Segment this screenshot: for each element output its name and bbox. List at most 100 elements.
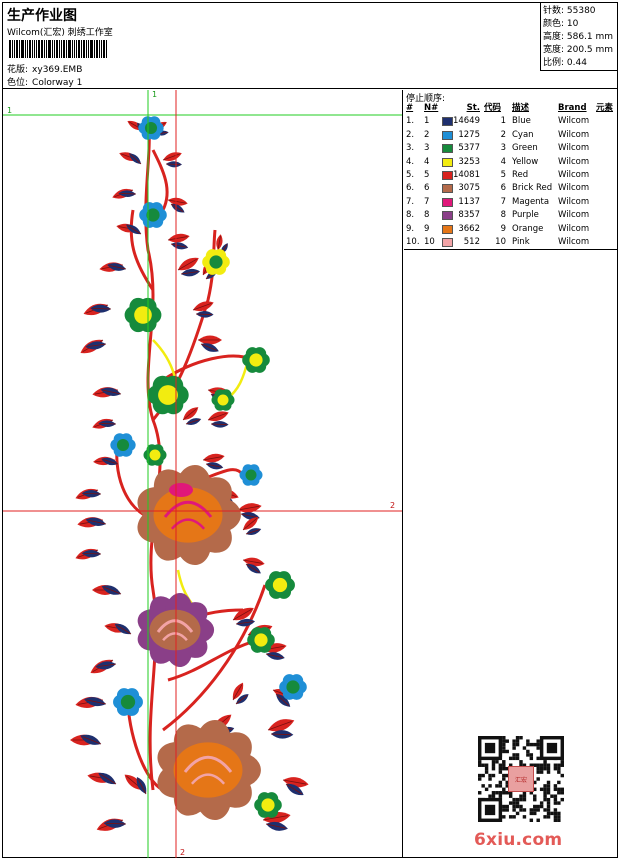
needle-number: 3 <box>424 143 430 154</box>
design-file-label: 花版: <box>7 65 29 75</box>
needle-number: 4 <box>424 156 430 167</box>
stop-sequence-heading: 停止顺序: <box>406 94 446 104</box>
needle-number: 7 <box>424 196 430 207</box>
color-description-cell: Blue <box>512 116 531 127</box>
color-swatch <box>442 211 453 221</box>
table-row: 7. 7 1137 7 Magenta Wilcom <box>406 196 616 209</box>
needle-number: 5 <box>424 169 430 180</box>
brand-cell: Wilcom <box>558 143 590 154</box>
design-stats: 针数: 55380 颜色: 10 高度: 586.1 mm 宽度: 200.5 … <box>540 3 617 71</box>
watermark-logo: 6xiu.com <box>474 830 563 850</box>
color-swatch <box>442 130 453 140</box>
row-index: 1. <box>406 116 415 127</box>
stitch-count-cell: 3662 <box>458 223 480 234</box>
color-description-cell: Cyan <box>512 129 534 140</box>
row-index: 6. <box>406 183 415 194</box>
qr-stamp-logo: 汇宏 <box>508 766 534 792</box>
table-row: 4. 4 3253 4 Yellow Wilcom <box>406 156 616 169</box>
col-header-code: 代码 <box>484 103 502 113</box>
embroidery-artwork <box>3 90 402 858</box>
color-table: # N# St. 代码 描述 Brand 元素 1. 1 14649 1 Blue Wil… <box>406 102 616 249</box>
color-swatch <box>442 144 453 154</box>
stitch-count-cell: 1275 <box>458 129 480 140</box>
stitch-count-cell: 1137 <box>458 196 480 207</box>
color-description-cell: Yellow <box>512 156 539 167</box>
brand-cell: Wilcom <box>558 156 590 167</box>
brand-cell: Wilcom <box>558 116 590 127</box>
color-description-cell: Brick Red <box>512 183 553 194</box>
table-row: 3. 3 5377 3 Green Wilcom <box>406 142 616 155</box>
panel-divider <box>404 249 617 250</box>
header: 生产作业图 Wilcom(汇宏) 刺绣工作室 花版: xy369.EMB 色位: C… <box>3 3 617 89</box>
page-title: 生产作业图 <box>7 8 77 24</box>
color-swatch <box>442 197 453 207</box>
brand-cell: Wilcom <box>558 210 590 221</box>
color-code-cell: 6 <box>500 183 506 194</box>
table-row: 6. 6 3075 6 Brick Red Wilcom <box>406 182 616 195</box>
col-header-description: 描述 <box>512 103 530 113</box>
color-swatch <box>442 237 453 247</box>
color-description-cell: Green <box>512 143 538 154</box>
row-index: 4. <box>406 156 415 167</box>
stitch-count-cell: 14649 <box>452 116 480 127</box>
color-swatch <box>442 170 453 180</box>
col-header-stitches: St. <box>466 103 480 113</box>
color-description-cell: Orange <box>512 223 544 234</box>
color-code-cell: 7 <box>500 196 506 207</box>
stitch-count-cell: 512 <box>463 236 480 247</box>
needle-number: 1 <box>424 116 430 127</box>
color-count: 颜色: 10 <box>543 19 579 29</box>
row-index: 9. <box>406 223 415 234</box>
table-row: 5. 5 14081 5 Red Wilcom <box>406 169 616 182</box>
table-row: 1. 1 14649 1 Blue Wilcom <box>406 115 616 128</box>
row-index: 10. <box>406 236 420 247</box>
row-index: 5. <box>406 169 415 180</box>
design-scale: 比例: 0.44 <box>543 58 587 68</box>
color-code-cell: 9 <box>500 223 506 234</box>
colorway-row: 色位: Colorway 1 <box>7 75 82 88</box>
stitch-count-cell: 14081 <box>452 169 480 180</box>
row-index: 7. <box>406 196 415 207</box>
color-code-cell: 2 <box>500 129 506 140</box>
color-description-cell: Purple <box>512 210 539 221</box>
needle-number: 2 <box>424 129 430 140</box>
color-code-cell: 3 <box>500 143 506 154</box>
qr-code: 汇宏 <box>478 736 564 822</box>
col-header-element: 元素 <box>596 103 614 113</box>
brand-cell: Wilcom <box>558 236 590 247</box>
stitch-count-cell: 3253 <box>458 156 480 167</box>
table-row: 9. 9 3662 9 Orange Wilcom <box>406 223 616 236</box>
needle-number: 8 <box>424 210 430 221</box>
color-code-cell: 8 <box>500 210 506 221</box>
col-header-brand: Brand <box>558 103 587 113</box>
brand-cell: Wilcom <box>558 196 590 207</box>
color-swatch <box>442 117 453 127</box>
col-header-needle: N# <box>424 103 439 113</box>
design-file-row: 花版: xy369.EMB <box>7 62 82 75</box>
brand-cell: Wilcom <box>558 169 590 180</box>
table-header: # N# St. 代码 描述 Brand 元素 <box>406 102 616 115</box>
color-swatch <box>442 157 453 167</box>
row-index: 2. <box>406 129 415 140</box>
color-code-cell: 1 <box>500 116 506 127</box>
design-height: 高度: 586.1 mm <box>543 32 614 42</box>
color-swatch <box>442 224 453 234</box>
brand-cell: Wilcom <box>558 223 590 234</box>
stop-sequence-panel: 停止顺序: # N# St. 代码 描述 Brand 元素 1. 1 14649 1 B… <box>404 90 617 858</box>
table-row: 10. 10 512 10 Pink Wilcom <box>406 236 616 249</box>
color-description-cell: Pink <box>512 236 530 247</box>
stitch-count-cell: 8357 <box>458 210 480 221</box>
needle-number: 10 <box>424 236 435 247</box>
color-code-cell: 4 <box>500 156 506 167</box>
design-width: 宽度: 200.5 mm <box>543 45 614 55</box>
needle-number: 9 <box>424 223 430 234</box>
embroidery-preview: 1 1 2 2 <box>3 90 403 858</box>
color-swatch <box>442 184 453 194</box>
brand-cell: Wilcom <box>558 183 590 194</box>
needle-number: 6 <box>424 183 430 194</box>
red-horizontal-guide-label: 2 <box>390 501 396 510</box>
color-description-cell: Red <box>512 169 529 180</box>
color-code-cell: 5 <box>500 169 506 180</box>
stitch-count-cell: 3075 <box>458 183 480 194</box>
